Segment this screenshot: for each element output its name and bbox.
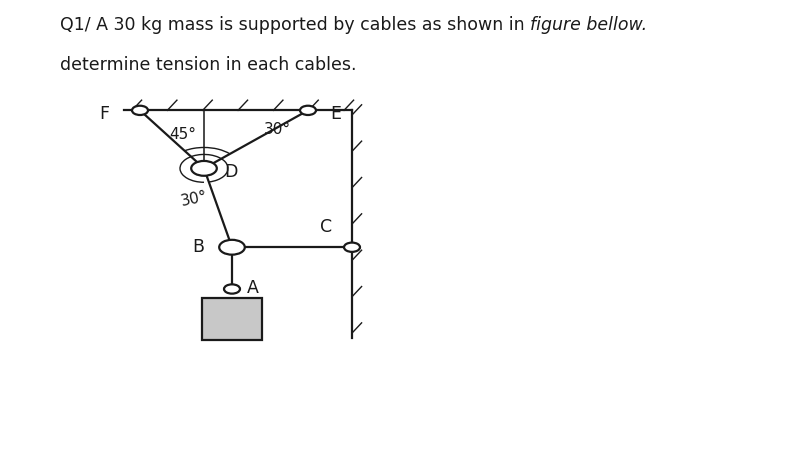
Text: 30°: 30°	[180, 189, 210, 209]
Text: B: B	[192, 238, 204, 256]
Circle shape	[191, 162, 217, 176]
Text: determine tension in each cables.: determine tension in each cables.	[60, 56, 357, 74]
Circle shape	[132, 106, 148, 116]
Text: figure bellow.: figure bellow.	[530, 16, 647, 34]
Circle shape	[344, 243, 360, 252]
Text: D: D	[224, 163, 238, 180]
Text: A: A	[246, 278, 258, 296]
Text: E: E	[330, 105, 342, 122]
Circle shape	[224, 285, 240, 294]
Text: F: F	[99, 105, 110, 122]
Text: 30°: 30°	[264, 122, 291, 137]
Text: C: C	[320, 218, 332, 236]
Bar	[202, 299, 262, 340]
Text: 45°: 45°	[169, 127, 196, 142]
Circle shape	[300, 106, 316, 116]
Text: Q1/ A 30 kg mass is supported by cables as shown in: Q1/ A 30 kg mass is supported by cables …	[60, 16, 530, 34]
Circle shape	[219, 240, 245, 255]
